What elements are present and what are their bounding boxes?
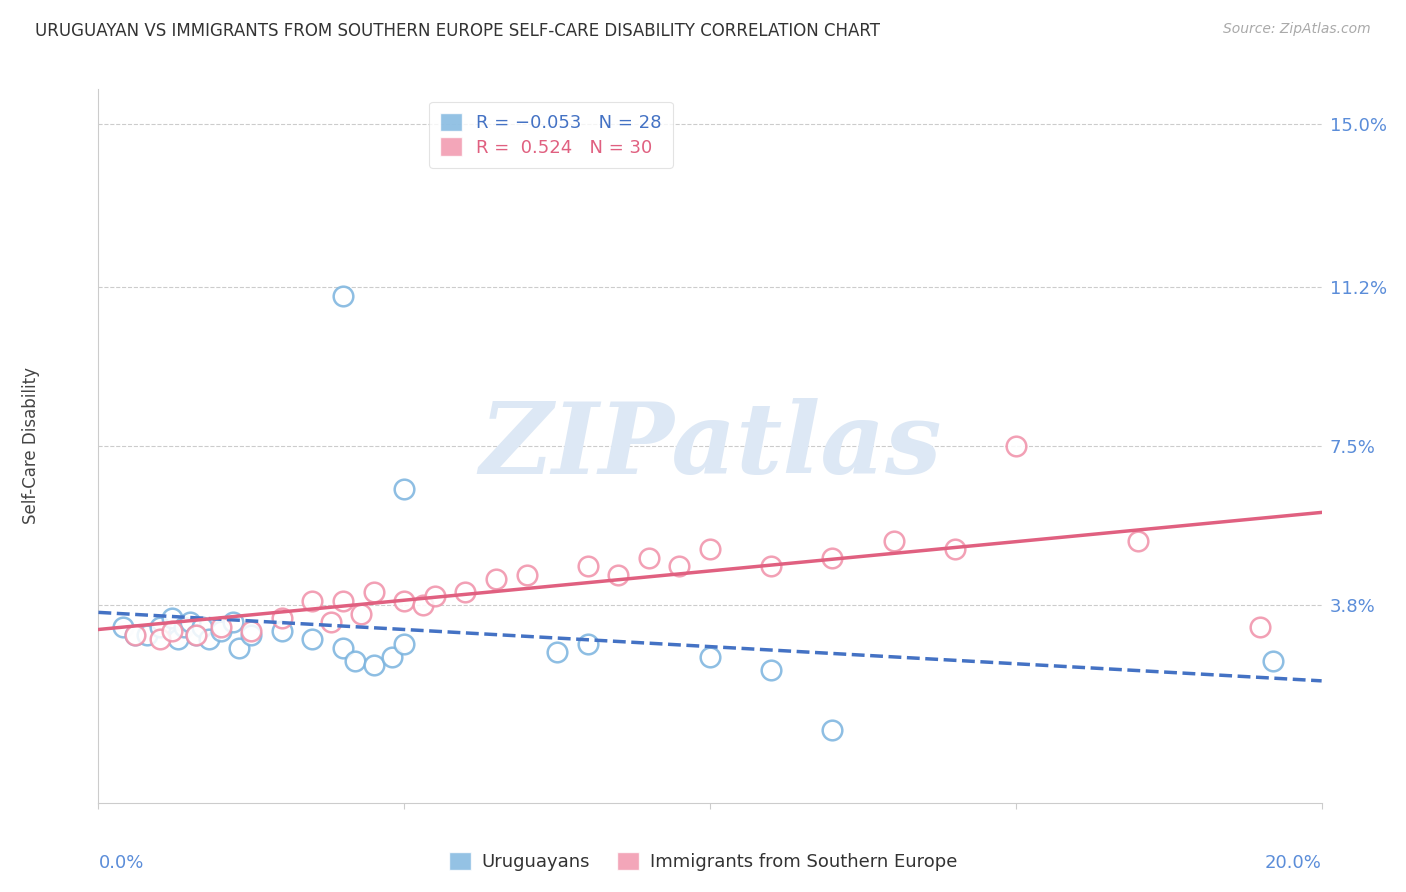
Text: URUGUAYAN VS IMMIGRANTS FROM SOUTHERN EUROPE SELF-CARE DISABILITY CORRELATION CH: URUGUAYAN VS IMMIGRANTS FROM SOUTHERN EU… [35, 22, 880, 40]
Point [270, 611, 292, 625]
Point [412, 598, 434, 612]
Point [111, 619, 134, 633]
Point [350, 607, 373, 621]
Point [270, 624, 292, 638]
Point [546, 645, 568, 659]
Point [136, 628, 159, 642]
Legend: R = −0.053   N = 28, R =  0.524   N = 30: R = −0.053 N = 28, R = 0.524 N = 30 [429, 102, 672, 168]
Point [607, 568, 630, 582]
Point [124, 628, 146, 642]
Point [699, 649, 721, 664]
Text: ZIPatlas: ZIPatlas [479, 398, 941, 494]
Point [454, 585, 477, 599]
Text: Source: ZipAtlas.com: Source: ZipAtlas.com [1223, 22, 1371, 37]
Point [821, 723, 844, 737]
Point [319, 615, 342, 630]
Point [160, 611, 183, 625]
Legend: Uruguayans, Immigrants from Southern Europe: Uruguayans, Immigrants from Southern Eur… [441, 845, 965, 879]
Point [186, 628, 208, 642]
Point [759, 559, 782, 574]
Point [576, 559, 599, 574]
Point [149, 619, 172, 633]
Point [228, 641, 250, 656]
Point [1261, 654, 1284, 668]
Point [344, 654, 367, 668]
Point [301, 593, 323, 607]
Point [173, 619, 195, 633]
Point [209, 619, 232, 633]
Point [124, 628, 146, 642]
Point [332, 288, 354, 302]
Point [332, 641, 354, 656]
Point [149, 632, 172, 647]
Point [392, 482, 416, 496]
Point [222, 615, 245, 630]
Text: 0.0%: 0.0% [98, 855, 143, 872]
Point [516, 568, 538, 582]
Text: Self-Care Disability: Self-Care Disability [22, 368, 41, 524]
Point [301, 632, 323, 647]
Point [423, 590, 446, 604]
Point [1128, 533, 1150, 548]
Point [943, 542, 966, 557]
Point [160, 624, 183, 638]
Point [883, 533, 905, 548]
Point [1249, 619, 1271, 633]
Point [363, 585, 385, 599]
Point [668, 559, 690, 574]
Point [167, 632, 190, 647]
Point [363, 658, 385, 673]
Point [485, 572, 508, 586]
Point [821, 550, 844, 565]
Point [759, 663, 782, 677]
Point [191, 619, 214, 633]
Point [1004, 439, 1026, 453]
Point [240, 628, 263, 642]
Point [392, 637, 416, 651]
Point [637, 550, 661, 565]
Point [197, 632, 219, 647]
Point [332, 593, 354, 607]
Point [699, 542, 721, 557]
Point [186, 628, 208, 642]
Point [381, 649, 404, 664]
Point [209, 624, 232, 638]
Point [240, 624, 263, 638]
Point [179, 615, 201, 630]
Point [576, 637, 599, 651]
Text: 20.0%: 20.0% [1265, 855, 1322, 872]
Point [392, 593, 416, 607]
